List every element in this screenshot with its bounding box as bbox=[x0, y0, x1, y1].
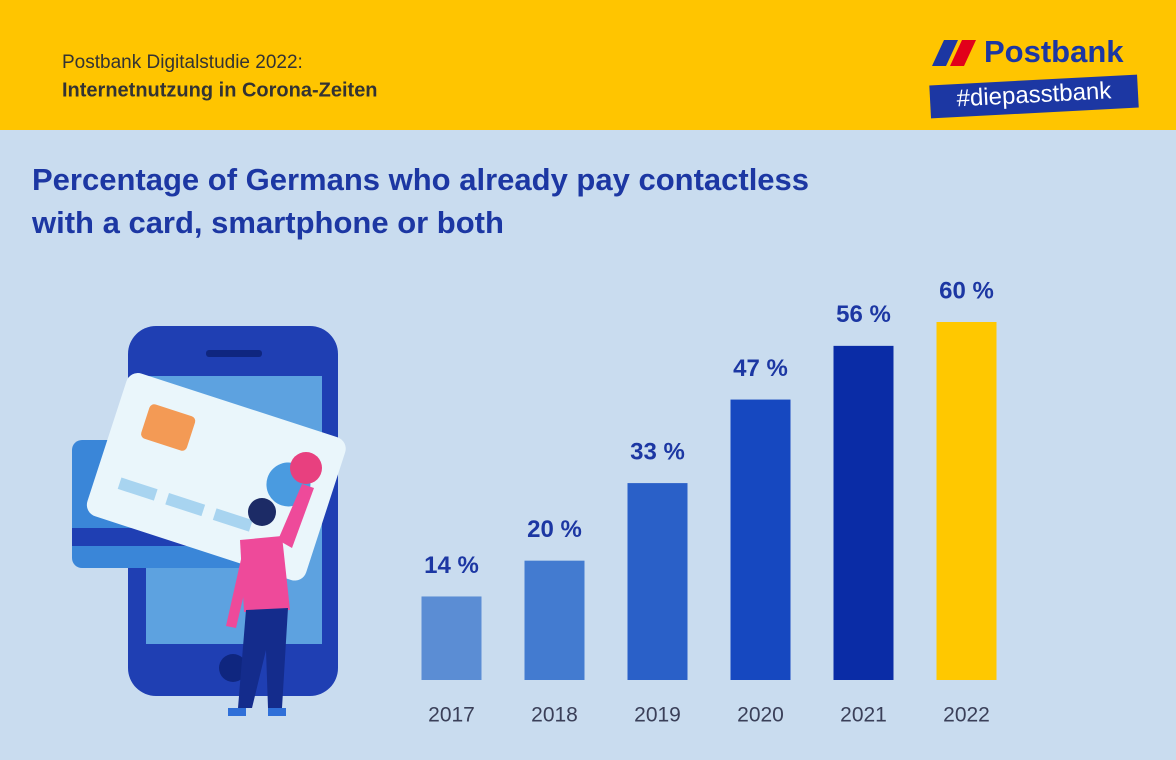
study-title: Postbank Digitalstudie 2022: bbox=[62, 52, 303, 73]
value-label: 56 % bbox=[836, 301, 891, 328]
logo: Postbank #diepasstbank bbox=[929, 34, 1139, 119]
bar bbox=[524, 560, 585, 680]
bar bbox=[730, 399, 791, 680]
bar bbox=[833, 345, 894, 680]
brand-name: Postbank bbox=[984, 34, 1124, 69]
value-label: 20 % bbox=[527, 516, 582, 543]
value-label: 47 % bbox=[733, 355, 788, 382]
study-topic: Internetnutzung in Corona-Zeiten bbox=[62, 79, 378, 101]
bar bbox=[421, 596, 482, 680]
x-tick-label: 2021 bbox=[840, 704, 887, 727]
value-label: 33 % bbox=[630, 438, 685, 465]
x-tick-label: 2019 bbox=[634, 704, 681, 727]
bar bbox=[936, 322, 997, 680]
x-tick-label: 2018 bbox=[531, 704, 578, 727]
x-tick-label: 2020 bbox=[737, 704, 784, 727]
value-label: 60 % bbox=[939, 277, 994, 304]
value-label: 14 % bbox=[424, 552, 479, 579]
bar bbox=[627, 483, 688, 680]
x-tick-label: 2017 bbox=[428, 704, 475, 727]
illustration bbox=[72, 326, 346, 716]
x-tick-label: 2022 bbox=[943, 704, 990, 727]
chart-title: Percentage of Germans who already pay co… bbox=[32, 162, 810, 240]
